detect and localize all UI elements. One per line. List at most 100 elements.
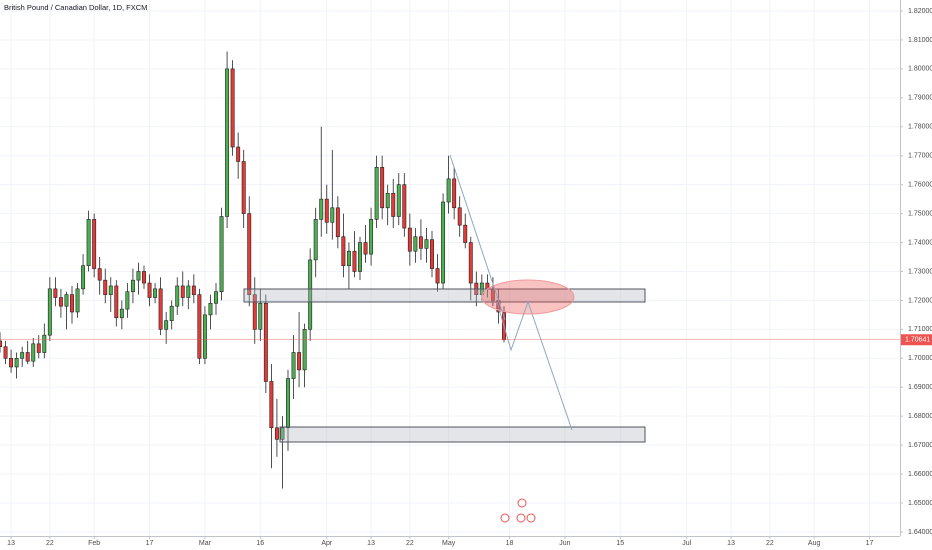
- candle-body: [114, 285, 119, 319]
- last-price-box: [901, 334, 932, 346]
- y-tick-label: 1.76000: [908, 181, 932, 188]
- candle-body: [407, 227, 412, 252]
- last-price-label: 1.70641: [905, 337, 930, 344]
- candle-body: [186, 285, 191, 298]
- candle-body: [136, 271, 141, 281]
- candle-body: [225, 68, 230, 217]
- candle-body: [214, 291, 218, 304]
- x-tick-label: Apr: [321, 540, 333, 547]
- candle-body: [385, 193, 390, 209]
- event-icon[interactable]: [516, 513, 526, 523]
- candle-body: [42, 334, 47, 353]
- candle-body: [330, 207, 335, 223]
- x-tick-label: 13: [7, 540, 15, 547]
- candle-body: [236, 146, 241, 162]
- candle-body: [341, 236, 346, 266]
- candle-body: [452, 178, 457, 209]
- candle-body: [413, 236, 418, 252]
- candle-body: [119, 308, 124, 319]
- candle-body: [20, 352, 25, 359]
- x-tick-label: Jun: [559, 540, 570, 547]
- candle-body: [47, 288, 52, 336]
- candle-body: [230, 68, 235, 148]
- candle-body: [25, 352, 30, 362]
- candle-body: [0, 340, 2, 348]
- x-tick-label: Mar: [199, 540, 212, 547]
- candle-body: [147, 282, 152, 298]
- x-tick-label: Jul: [682, 540, 691, 547]
- candle-body: [75, 288, 80, 313]
- x-tick-label: 18: [506, 540, 514, 547]
- candle-body: [358, 242, 362, 272]
- y-tick-label: 1.71000: [908, 326, 932, 333]
- candle-body: [180, 285, 185, 298]
- x-tick-label: 13: [367, 540, 375, 547]
- candle-body: [430, 239, 434, 269]
- grid: [0, 0, 900, 536]
- candle-body: [274, 427, 279, 440]
- candle-body: [269, 381, 274, 429]
- candle-body: [446, 178, 451, 203]
- y-tick-label: 1.64000: [908, 529, 932, 536]
- drawings: [243, 154, 646, 523]
- candle-body: [418, 236, 423, 249]
- candle-body: [169, 305, 174, 321]
- x-tick-label: 17: [146, 540, 154, 547]
- candle-body: [319, 198, 324, 220]
- y-tick-label: 1.74000: [908, 239, 932, 246]
- candle-body: [208, 303, 213, 316]
- y-tick-label: 1.68000: [908, 413, 932, 420]
- y-tick-label: 1.75000: [908, 210, 932, 217]
- candle-body: [291, 352, 296, 379]
- candle-body: [263, 303, 268, 382]
- candle-body: [108, 285, 113, 295]
- y-tick-label: 1.78000: [908, 124, 932, 131]
- highlight: [481, 279, 575, 315]
- candle-body: [58, 297, 63, 307]
- candle-body: [64, 294, 69, 307]
- candle-body: [125, 291, 130, 310]
- candle-body: [441, 201, 446, 284]
- y-tick-label: 1.70000: [908, 355, 932, 362]
- candle-body: [435, 268, 440, 284]
- event-icon[interactable]: [500, 513, 510, 523]
- candle-body: [286, 378, 290, 429]
- y-tick-label: 1.77000: [908, 153, 932, 160]
- x-tick-label: May: [442, 540, 456, 547]
- trend-line: [449, 154, 506, 321]
- candle-body: [363, 242, 368, 255]
- candle-body: [219, 216, 224, 293]
- x-tick-label: 22: [46, 540, 54, 547]
- candle-body: [92, 219, 97, 269]
- candle-body: [197, 294, 202, 359]
- x-tick-label: 17: [866, 540, 874, 547]
- candle-body: [14, 357, 19, 368]
- candle-body: [468, 242, 473, 284]
- y-tick-label: 1.67000: [908, 442, 932, 449]
- candle-body: [175, 285, 180, 307]
- zone: [279, 426, 646, 443]
- x-tick-label: 16: [256, 540, 264, 547]
- candle-body: [36, 343, 41, 353]
- chart-title: British Pound / Canadian Dollar, 1D, FXC…: [4, 3, 147, 12]
- event-icon[interactable]: [517, 498, 527, 508]
- candle-body: [153, 288, 158, 298]
- x-tick-label: 13: [727, 540, 735, 547]
- candle-body: [391, 193, 396, 217]
- projection: [496, 300, 573, 431]
- candle-body: [130, 279, 135, 293]
- x-tick-label: Aug: [808, 540, 821, 547]
- y-tick-label: 1.65000: [908, 500, 932, 507]
- candle-body: [3, 346, 8, 359]
- x-tick-label: Feb: [88, 540, 100, 547]
- candle-body: [424, 239, 429, 249]
- x-tick-label: 22: [406, 540, 414, 547]
- candle-body: [396, 184, 401, 217]
- x-tick-label: 15: [616, 540, 624, 547]
- event-icon[interactable]: [526, 513, 536, 523]
- candle-body: [335, 207, 340, 238]
- candle-body: [241, 161, 246, 214]
- zone: [243, 288, 646, 303]
